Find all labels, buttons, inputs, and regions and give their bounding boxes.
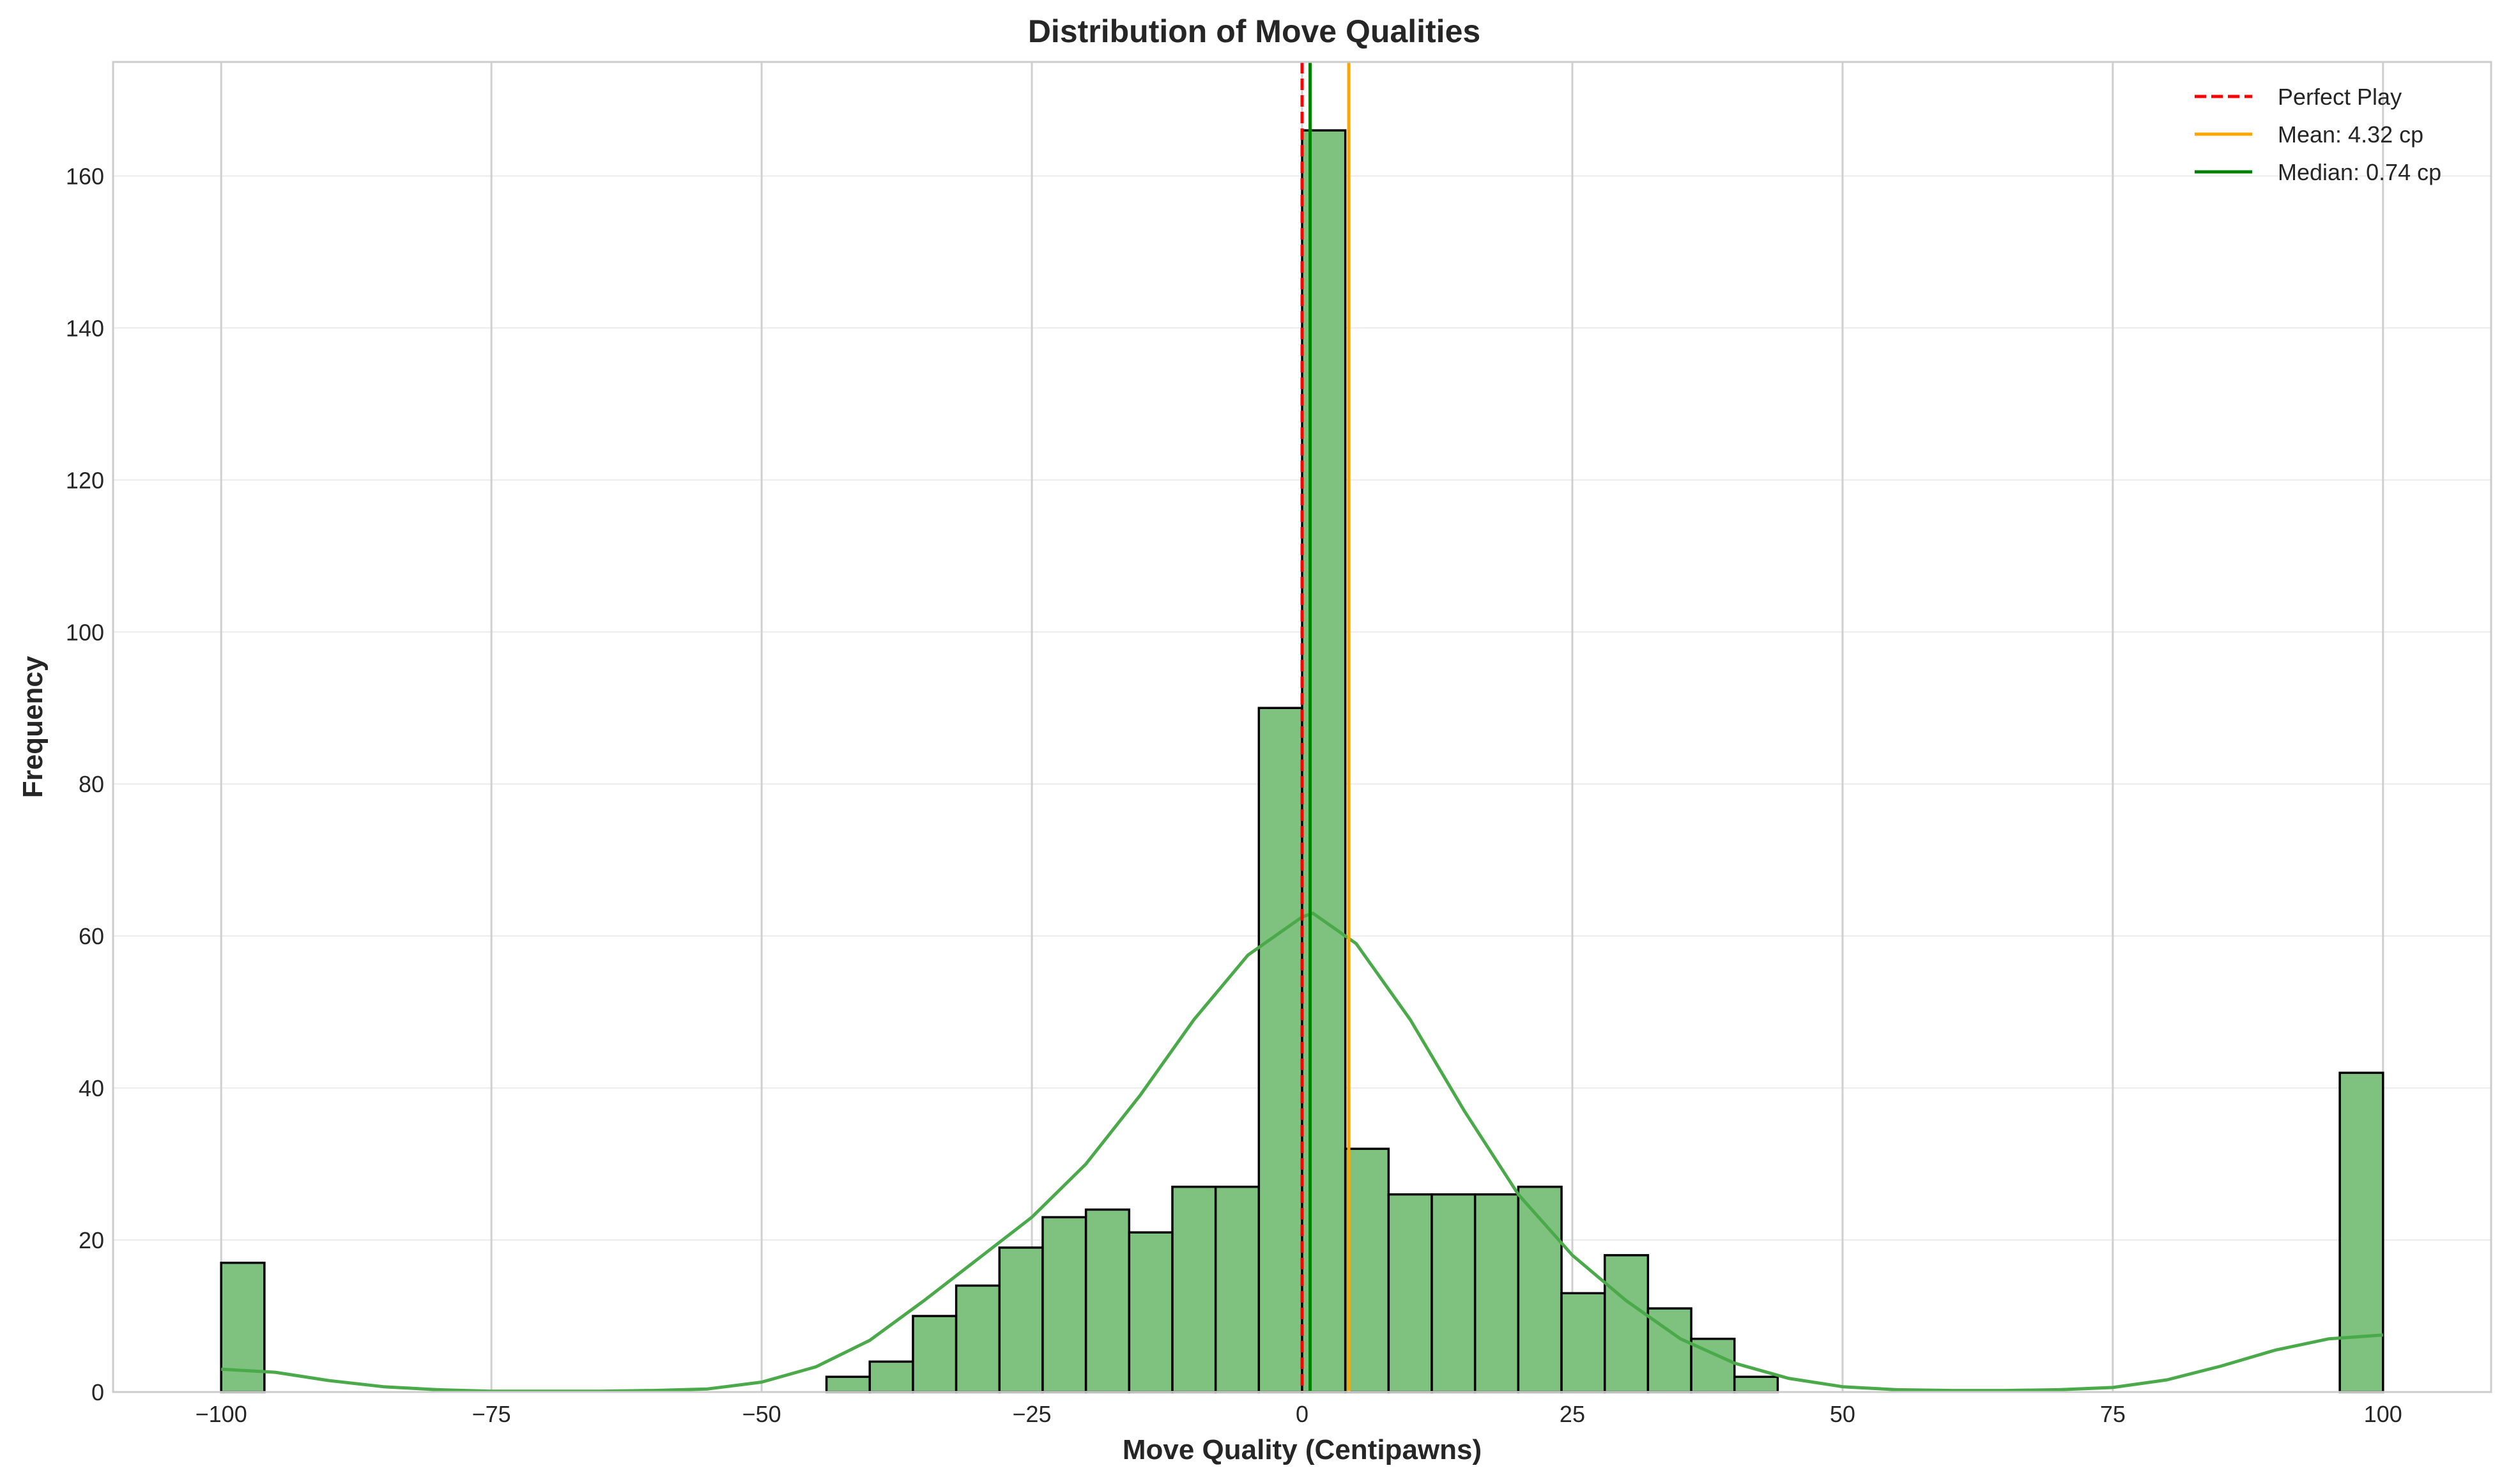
x-tick-label: 50 (1830, 1401, 1855, 1427)
histogram-bar (1387, 1193, 1433, 1393)
plot-area-frame (112, 61, 2492, 1393)
histogram-bar (1041, 1216, 1087, 1393)
histogram-bar (912, 1315, 958, 1393)
histogram-bar (955, 1284, 1001, 1393)
histogram-bar (1128, 1231, 1174, 1393)
histogram-bar (2338, 1071, 2384, 1393)
histogram-bar (1560, 1292, 1606, 1393)
histogram-bar (1733, 1375, 1779, 1393)
histogram-bar (1214, 1186, 1261, 1393)
y-tick-label: 160 (66, 163, 104, 189)
y-tick-label: 80 (79, 771, 104, 797)
y-axis-ticks: 0 20 40 60 80 100 120 140 160 (66, 163, 104, 1405)
x-tick-label: −50 (742, 1401, 781, 1427)
y-axis-label: Frequency (17, 655, 49, 798)
x-tick-label: 25 (1560, 1401, 1585, 1427)
legend-entry-label: Mean: 4.32 cp (2278, 121, 2423, 148)
histogram-bar (1473, 1193, 1520, 1393)
histogram-bar (1603, 1254, 1650, 1393)
vline-layer (1300, 62, 1351, 1392)
x-axis-ticks: −100 −75 −50 −25 0 25 50 75 100 (196, 1401, 2402, 1427)
x-axis-label: Move Quality (Centipawns) (1123, 1434, 1482, 1465)
histogram-bar (868, 1360, 914, 1393)
y-tick-label: 0 (91, 1379, 104, 1405)
histogram-bar (1344, 1147, 1390, 1393)
y-tick-label: 140 (66, 315, 104, 341)
x-tick-label: −75 (472, 1401, 511, 1427)
x-tick-label: −25 (1013, 1401, 1052, 1427)
histogram-bar (1257, 707, 1303, 1393)
y-tick-label: 20 (79, 1227, 104, 1253)
histogram-bar (998, 1246, 1044, 1393)
y-tick-label: 60 (79, 923, 104, 949)
legend-entry-label: Perfect Play (2278, 84, 2402, 110)
histogram-bar (1171, 1186, 1217, 1393)
chart-title: Distribution of Move Qualities (1028, 13, 1480, 49)
x-tick-label: −100 (196, 1401, 247, 1427)
histogram-bar (825, 1375, 871, 1393)
x-tick-label: 75 (2100, 1401, 2126, 1427)
y-tick-label: 120 (66, 467, 104, 493)
y-tick-label: 40 (79, 1075, 104, 1101)
y-tick-label: 100 (66, 619, 104, 645)
legend-entry-label: Median: 0.74 cp (2278, 159, 2441, 185)
histogram-bar (1084, 1208, 1131, 1393)
x-tick-label: 100 (2364, 1401, 2402, 1427)
x-tick-label: 0 (1296, 1401, 1308, 1427)
histogram-bar (1431, 1193, 1477, 1393)
legend: Perfect Play Mean: 4.32 cp Median: 0.74 cp (2195, 84, 2441, 185)
